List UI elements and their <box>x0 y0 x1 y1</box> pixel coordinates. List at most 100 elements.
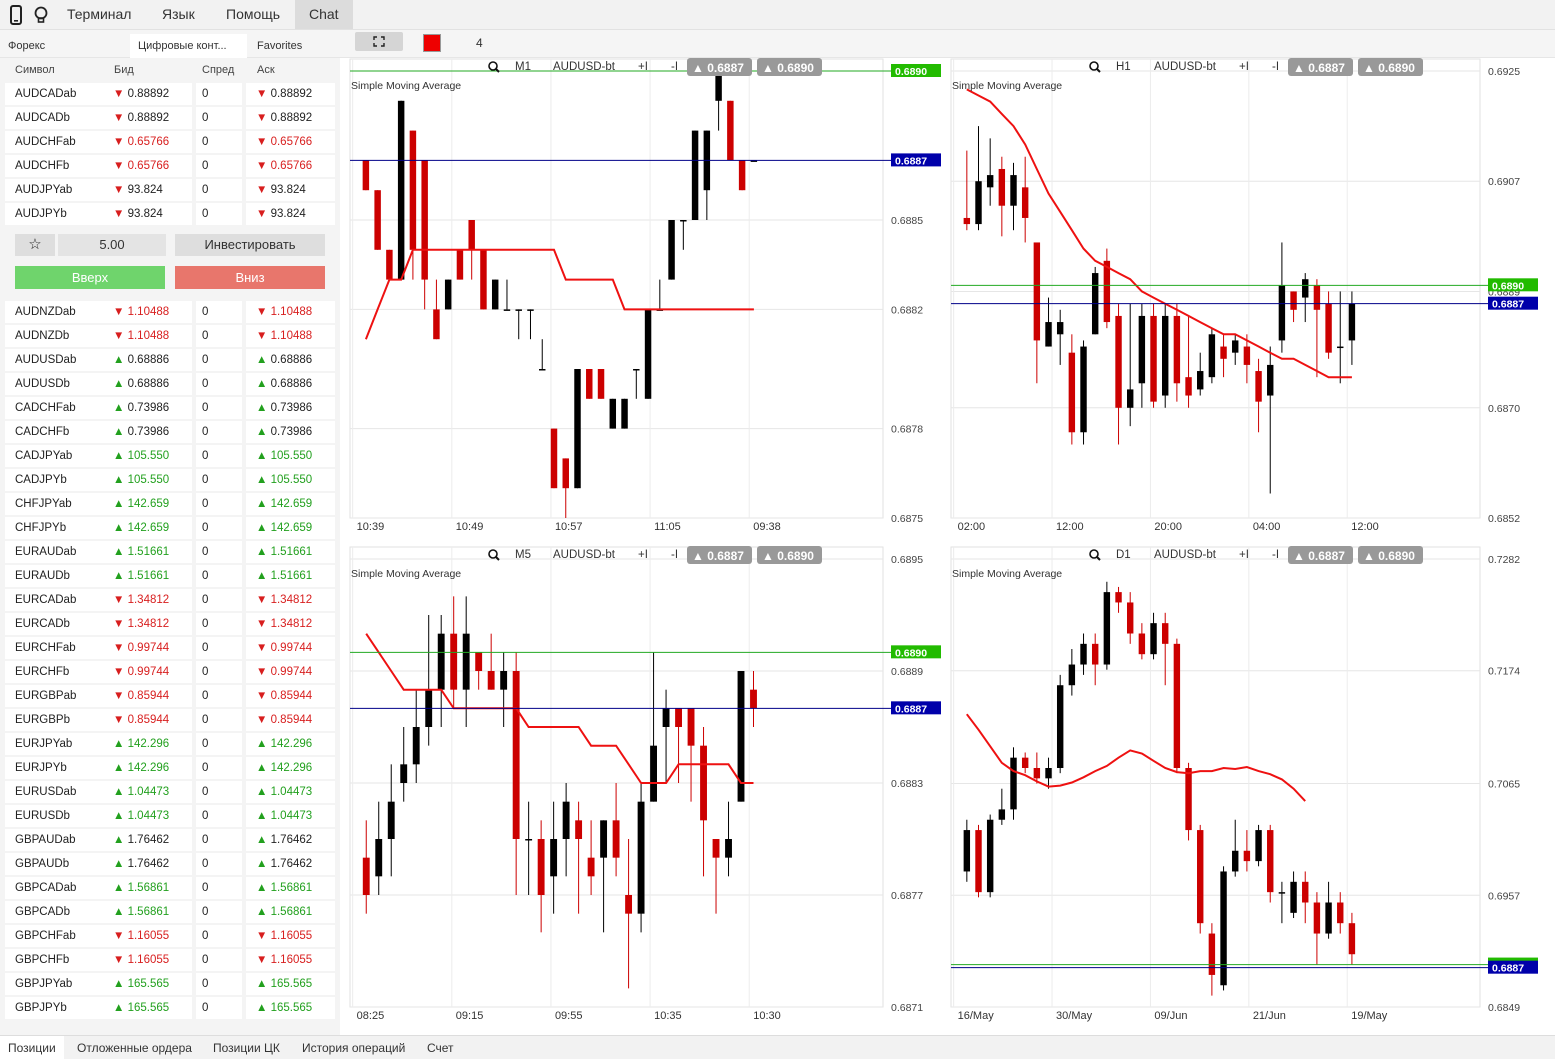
x-tick-label: 10:35 <box>654 1010 682 1022</box>
candle-body <box>562 801 570 839</box>
tab-account[interactable]: Счет <box>427 1041 454 1055</box>
mobile-icon[interactable] <box>6 5 26 25</box>
col-ask-header[interactable]: Аск <box>257 64 275 76</box>
instrument-row[interactable]: AUDCADb ▼ 0.88892 0 ▼ 0.88892 <box>5 107 335 129</box>
tab-positions[interactable]: Позиции <box>0 1036 64 1060</box>
amount-input[interactable]: 5.00 <box>58 234 166 256</box>
y-tick-label: 0.6907 <box>1488 176 1520 188</box>
instrument-row[interactable]: AUDUSDb ▲ 0.68886 0 ▲ 0.68886 <box>5 373 335 395</box>
col-symbol-header[interactable]: Символ <box>15 64 55 76</box>
instrument-row[interactable]: EURJPYab ▲ 142.296 0 ▲ 142.296 <box>5 733 335 755</box>
instrument-row[interactable]: EURUSDb ▲ 1.04473 0 ▲ 1.04473 <box>5 805 335 827</box>
fullscreen-button[interactable] <box>355 32 403 51</box>
price-direction-icon: ▲ <box>113 498 125 510</box>
spread-value: 0 <box>202 786 209 798</box>
tab-forex[interactable]: Форекс <box>8 40 46 52</box>
instrument-row[interactable]: GBPAUDb ▲ 1.76462 0 ▲ 1.76462 <box>5 853 335 875</box>
charts-area[interactable]: 0.6885 0.6882 0.6878 0.6875 10:39 10:49 10:57 1… <box>0 0 1555 1035</box>
instrument-row[interactable]: GBPJPYab ▲ 165.565 0 ▲ 165.565 <box>5 973 335 995</box>
instrument-row[interactable]: CADJPYb ▲ 105.550 0 ▲ 105.550 <box>5 469 335 491</box>
chart-color-picker[interactable] <box>423 34 441 52</box>
menu-help[interactable]: Помощь <box>226 6 281 22</box>
candle-body <box>397 100 405 280</box>
instrument-row[interactable]: EURCHFab ▼ 0.99744 0 ▼ 0.99744 <box>5 637 335 659</box>
instrument-row[interactable]: CADCHFab ▲ 0.73986 0 ▲ 0.73986 <box>5 397 335 419</box>
sell-down-button[interactable]: Вниз <box>175 266 325 289</box>
instrument-row[interactable]: GBPJPYb ▲ 165.565 0 ▲ 165.565 <box>5 997 335 1019</box>
ask-price-tag <box>891 64 941 77</box>
instrument-row[interactable]: EURAUDab ▲ 1.51661 0 ▲ 1.51661 <box>5 541 335 563</box>
tab-digital-contracts[interactable]: Цифровые конт... <box>130 34 247 58</box>
instrument-row[interactable]: GBPAUDab ▲ 1.76462 0 ▲ 1.76462 <box>5 829 335 851</box>
bid-value: ▲ 0.68886 <box>113 378 170 390</box>
instrument-row[interactable]: EURAUDb ▲ 1.51661 0 ▲ 1.51661 <box>5 565 335 587</box>
instrument-row[interactable]: EURJPYb ▲ 142.296 0 ▲ 142.296 <box>5 757 335 779</box>
price-direction-icon: ▼ <box>113 160 125 172</box>
indicator-add-button: +I <box>638 549 648 561</box>
instrument-row[interactable]: AUDCADab ▼ 0.88892 0 ▼ 0.88892 <box>5 83 335 105</box>
ask-price-tag <box>891 645 941 659</box>
x-tick-label: 16/May <box>958 1010 995 1022</box>
col-spread-header[interactable]: Спред <box>202 64 235 76</box>
ask-badge-bg <box>1358 546 1423 564</box>
candle-body <box>1126 389 1134 408</box>
instrument-row[interactable]: GBPCADb ▲ 1.56861 0 ▲ 1.56861 <box>5 901 335 923</box>
instrument-row[interactable]: AUDJPYab ▼ 93.824 0 ▼ 93.824 <box>5 179 335 201</box>
price-direction-icon: ▲ <box>256 738 268 750</box>
favorite-star-button[interactable]: ☆ <box>15 234 55 256</box>
instrument-row[interactable]: EURCADb ▼ 1.34812 0 ▼ 1.34812 <box>5 613 335 635</box>
ask-price-label: 0.6890 <box>895 647 927 659</box>
candle-body <box>409 130 417 250</box>
candle-body <box>1302 881 1309 903</box>
sma-line <box>364 248 754 340</box>
instrument-row[interactable]: EURUSDab ▲ 1.04473 0 ▲ 1.04473 <box>5 781 335 803</box>
candle-body <box>986 819 994 893</box>
chart-layout-count[interactable]: 4 <box>476 36 483 50</box>
buy-up-button[interactable]: Вверх <box>15 266 165 289</box>
instrument-row[interactable]: GBPCHFab ▼ 1.16055 0 ▼ 1.16055 <box>5 925 335 947</box>
candle-body <box>1290 291 1297 310</box>
instrument-row[interactable]: AUDNZDb ▼ 1.10488 0 ▼ 1.10488 <box>5 325 335 347</box>
bid-value: ▲ 105.550 <box>113 450 170 462</box>
invest-button[interactable]: Инвестировать <box>175 234 325 256</box>
candle-body <box>662 708 670 727</box>
symbol-name: GBPCHFb <box>15 954 70 966</box>
instrument-row[interactable]: EURGBPb ▼ 0.85944 0 ▼ 0.85944 <box>5 709 335 731</box>
instrument-row[interactable]: AUDNZDab ▼ 1.10488 0 ▼ 1.10488 <box>5 301 335 323</box>
ask-value: ▼ 0.85944 <box>256 690 313 702</box>
col-bid-header[interactable]: Бид <box>114 64 134 76</box>
lightbulb-icon[interactable] <box>31 5 51 25</box>
instrument-row[interactable]: CHFJPYb ▲ 142.659 0 ▲ 142.659 <box>5 517 335 539</box>
x-tick-label: 09/Jun <box>1154 1010 1187 1022</box>
price-direction-icon: ▲ <box>113 1002 125 1014</box>
instrument-row[interactable]: AUDCHFab ▼ 0.65766 0 ▼ 0.65766 <box>5 131 335 153</box>
instrument-row[interactable]: AUDCHFb ▼ 0.65766 0 ▼ 0.65766 <box>5 155 335 177</box>
price-direction-icon: ▼ <box>256 666 268 678</box>
candle-body <box>515 309 522 311</box>
bid-value: ▼ 0.99744 <box>113 642 170 654</box>
candle-body <box>503 309 511 311</box>
tab-history[interactable]: История операций <box>302 1041 406 1055</box>
instrument-row[interactable]: GBPCADab ▲ 1.56861 0 ▲ 1.56861 <box>5 877 335 899</box>
menu-terminal[interactable]: Терминал <box>67 6 132 22</box>
candle-body <box>1126 602 1134 634</box>
instrument-row[interactable]: EURCHFb ▼ 0.99744 0 ▼ 0.99744 <box>5 661 335 683</box>
instrument-row[interactable]: GBPCHFb ▼ 1.16055 0 ▼ 1.16055 <box>5 949 335 971</box>
menu-chat[interactable]: Chat <box>295 0 353 29</box>
instrument-row[interactable]: CHFJPYab ▲ 142.659 0 ▲ 142.659 <box>5 493 335 515</box>
candle-body <box>633 369 640 371</box>
instrument-row[interactable]: AUDJPYb ▼ 93.824 0 ▼ 93.824 <box>5 203 335 225</box>
tab-pending-orders[interactable]: Отложенные ордера <box>77 1041 192 1055</box>
instrument-row[interactable]: CADCHFb ▲ 0.73986 0 ▲ 0.73986 <box>5 421 335 443</box>
instrument-row[interactable]: AUDUSDab ▲ 0.68886 0 ▲ 0.68886 <box>5 349 335 371</box>
tab-favorites[interactable]: Favorites <box>257 40 303 52</box>
price-direction-icon: ▲ <box>113 762 125 774</box>
instrument-row[interactable]: EURCADab ▼ 1.34812 0 ▼ 1.34812 <box>5 589 335 611</box>
sma-line <box>365 633 754 784</box>
ask-value: ▼ 1.10488 <box>256 330 313 342</box>
candle-body <box>609 398 617 429</box>
instrument-row[interactable]: EURGBPab ▼ 0.85944 0 ▼ 0.85944 <box>5 685 335 707</box>
menu-language[interactable]: Язык <box>162 6 195 22</box>
tab-dc-positions[interactable]: Позиции ЦК <box>213 1041 280 1055</box>
instrument-row[interactable]: CADJPYab ▲ 105.550 0 ▲ 105.550 <box>5 445 335 467</box>
